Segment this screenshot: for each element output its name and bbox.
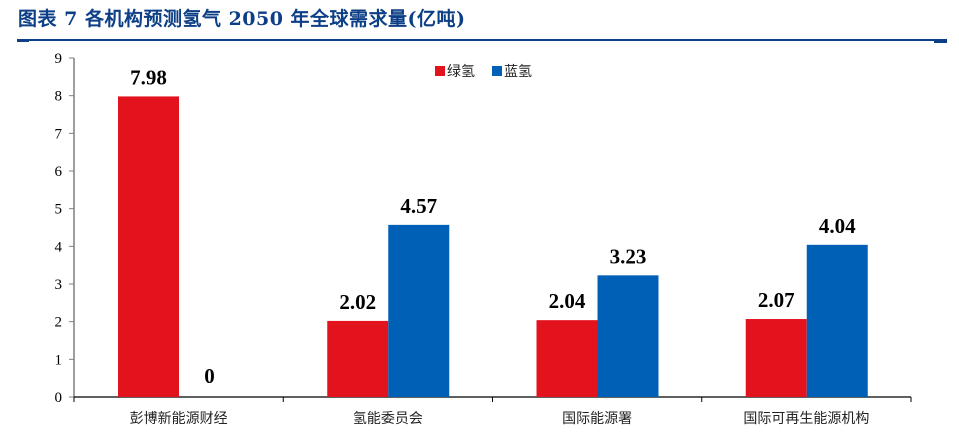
blue-hydrogen-bar <box>597 275 659 397</box>
title-underline-accent-left <box>17 39 29 42</box>
legend-label: 绿氢 <box>447 64 475 80</box>
blue-hydrogen-bar <box>806 244 868 397</box>
legend-label: 蓝氢 <box>504 64 532 80</box>
blue-hydrogen-bar <box>388 224 450 397</box>
green-hydrogen-bar <box>327 320 389 397</box>
title-underline <box>17 39 947 41</box>
x-category-label: 氢能委员会 <box>353 411 423 427</box>
y-tick-label: 2 <box>55 315 63 331</box>
y-tick-label: 1 <box>55 352 63 368</box>
data-label: 2.04 <box>549 289 586 313</box>
data-label: 2.02 <box>339 290 376 314</box>
y-tick-label: 9 <box>55 51 63 67</box>
data-label: 3.23 <box>610 244 647 268</box>
x-axis: 彭博新能源财经 氢能委员会 国际能源署 国际可再生能源机构 <box>73 396 912 427</box>
y-tick-label: 6 <box>55 164 63 180</box>
x-category-label: 国际可再生能源机构 <box>743 411 869 427</box>
legend-swatch-blue-hydrogen <box>492 66 502 76</box>
legend: 绿氢 蓝氢 <box>435 64 532 80</box>
data-label: 4.04 <box>819 214 856 238</box>
y-tick-label: 3 <box>55 277 63 293</box>
y-tick-label: 0 <box>55 390 63 406</box>
y-tick-label: 7 <box>55 126 63 142</box>
data-label: 4.57 <box>400 194 437 218</box>
y-tick-label: 4 <box>55 239 63 255</box>
y-tick-label: 5 <box>55 202 63 218</box>
data-label: 2.07 <box>758 288 795 312</box>
chart-title: 图表 7 各机构预测氢气 2050 年全球需求量(亿吨) <box>18 8 466 30</box>
x-category-label: 彭博新能源财经 <box>130 410 228 427</box>
title-underline-accent-right <box>934 40 947 43</box>
legend-swatch-green-hydrogen <box>435 66 445 76</box>
x-category-label: 国际能源署 <box>562 411 632 427</box>
green-hydrogen-bar <box>118 96 179 398</box>
data-label: 7.98 <box>130 65 167 89</box>
green-hydrogen-bar <box>745 319 807 397</box>
y-axis: 0 1 2 3 4 5 6 7 8 9 <box>55 51 75 406</box>
y-tick-label: 8 <box>55 89 63 105</box>
data-label: 0 <box>204 364 215 388</box>
bar-series: 7.98 2.02 2.04 2.07 0 4.57 3.23 4.04 <box>118 65 868 398</box>
green-hydrogen-bar <box>536 320 598 397</box>
